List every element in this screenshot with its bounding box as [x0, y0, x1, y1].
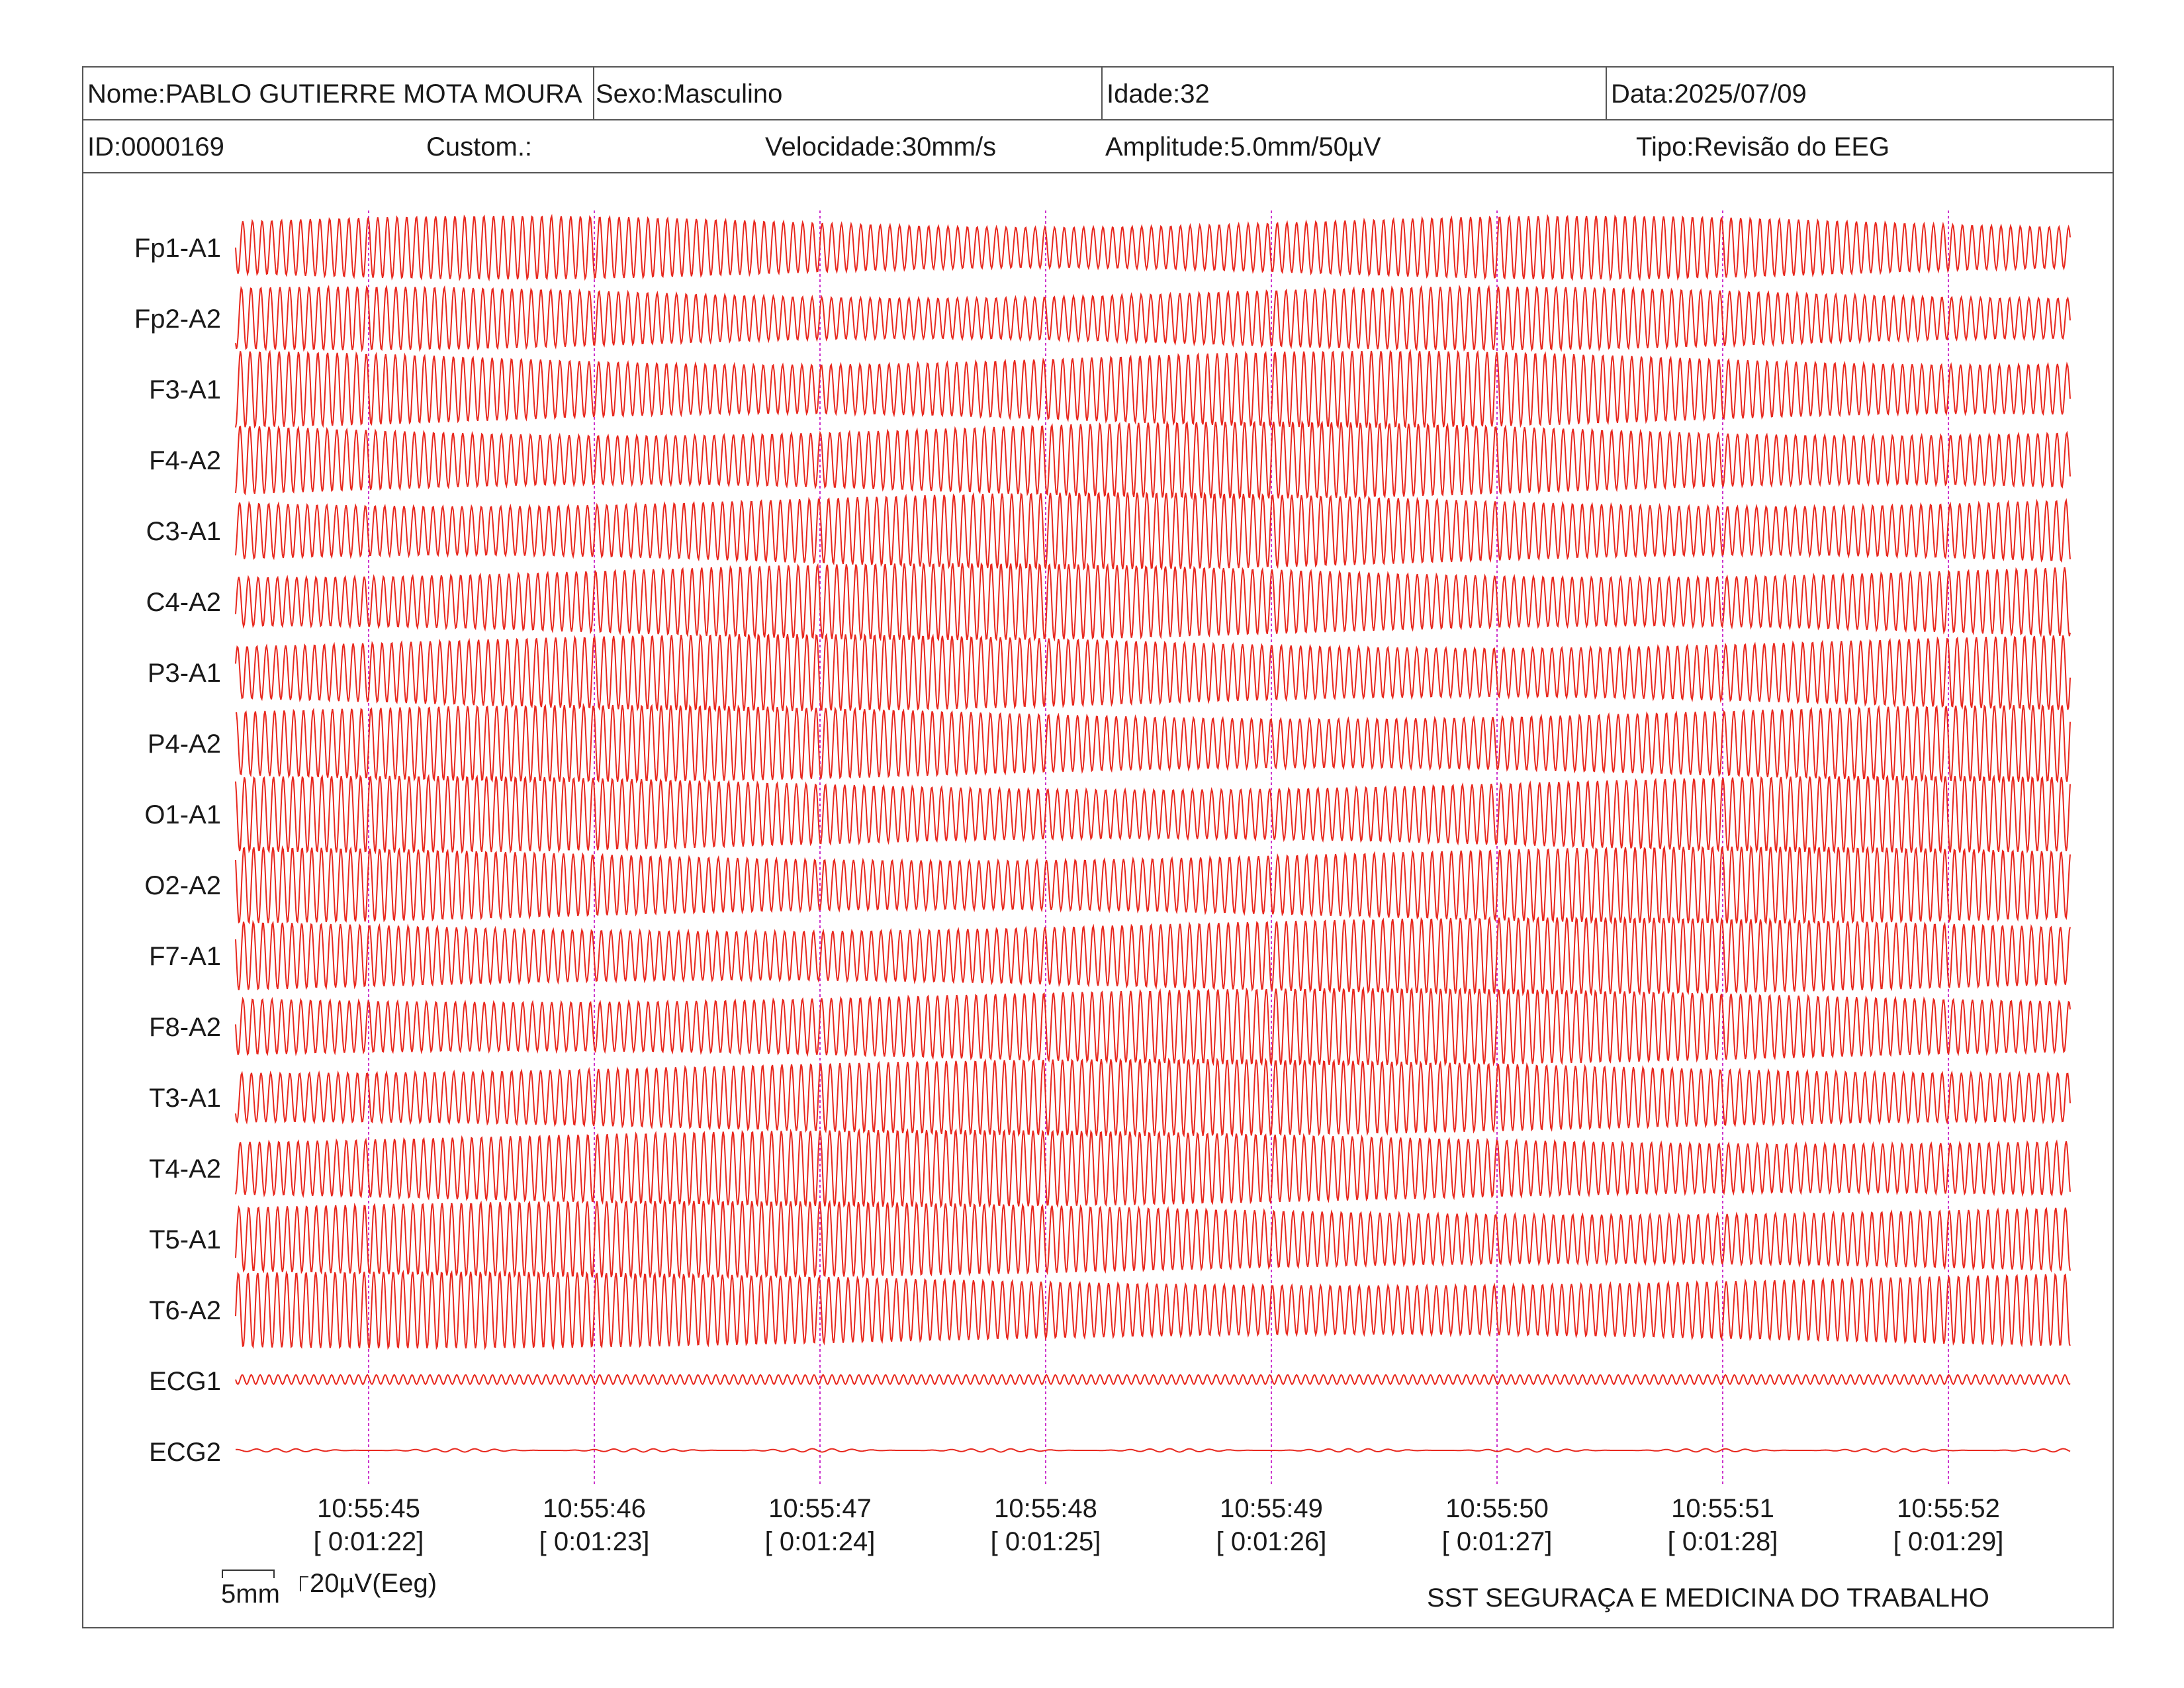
channel-label: ECG2: [149, 1438, 221, 1467]
channel-trace: [235, 986, 2071, 1067]
channel-label: F7-A1: [149, 942, 221, 971]
tick-time-label: 10:55:49: [1220, 1494, 1323, 1523]
channel-trace: [235, 1374, 2071, 1385]
exam-type: Tipo:Revisão do EEG: [1636, 132, 1890, 162]
channel-trace: [235, 284, 2071, 353]
amplitude-setting: Amplitude:5.0mm/50µV: [1105, 132, 1381, 162]
channel-label: T6-A2: [149, 1296, 221, 1325]
channel-label: P4-A2: [148, 729, 221, 759]
channel-label: P3-A1: [148, 659, 221, 688]
channel-trace: [235, 349, 2071, 430]
tick-time-label: 10:55:46: [543, 1494, 646, 1523]
speed-setting: Velocidade:30mm/s: [765, 132, 997, 162]
tick-elapsed-label: [ 0:01:23]: [539, 1527, 650, 1556]
tick-elapsed-label: [ 0:01:27]: [1442, 1527, 1553, 1556]
channel-label: T5-A1: [149, 1225, 221, 1254]
patient-name: Nome:PABLO GUTIERRE MOTA MOURA: [87, 79, 582, 109]
tick-elapsed-label: [ 0:01:22]: [314, 1527, 424, 1556]
channel-trace: [235, 915, 2071, 996]
eeg-report: Nome:PABLO GUTIERRE MOTA MOURA Sexo:Masc…: [82, 66, 2114, 1628]
tick-elapsed-label: [ 0:01:28]: [1668, 1527, 1778, 1556]
eeg-traces: [235, 214, 2071, 1453]
scale-uv-label: 20µV(Eeg): [310, 1569, 437, 1598]
channel-label: C3-A1: [146, 517, 221, 546]
channel-label: O2-A2: [144, 871, 221, 900]
tick-time-label: 10:55:48: [994, 1494, 1097, 1523]
time-tick-labels: 10:55:45 [ 0:01:22] 10:55:46 [ 0:01:23] 10:5…: [314, 1494, 2004, 1556]
channel-trace: [235, 632, 2071, 713]
tick-time-label: 10:55:45: [317, 1494, 420, 1523]
tick-time-label: 10:55:50: [1445, 1494, 1549, 1523]
tick-elapsed-label: [ 0:01:29]: [1893, 1527, 2004, 1556]
channel-trace: [235, 1128, 2071, 1209]
header-divider: [593, 68, 594, 120]
tick-time-label: 10:55:52: [1897, 1494, 2000, 1523]
channel-label: F8-A2: [149, 1013, 221, 1042]
company-name: SST SEGURAÇA E MEDICINA DO TRABALHO: [1427, 1583, 1989, 1613]
patient-age: Idade:32: [1107, 79, 1210, 109]
channel-trace: [235, 1448, 2071, 1453]
tick-elapsed-label: [ 0:01:24]: [765, 1527, 876, 1556]
tick-elapsed-label: [ 0:01:25]: [991, 1527, 1101, 1556]
channel-trace: [235, 1270, 2071, 1350]
header-divider: [1606, 68, 1607, 120]
patient-id: ID:0000169: [87, 132, 224, 162]
patient-sex: Sexo:Masculino: [596, 79, 783, 109]
scale-mm-label: 5mm: [221, 1579, 280, 1609]
scale-bar-icon: [222, 1570, 308, 1591]
channel-trace: [235, 702, 2071, 784]
custom-field: Custom.:: [426, 132, 533, 162]
header-row-1: Nome:PABLO GUTIERRE MOTA MOURA Sexo:Masc…: [83, 68, 2113, 120]
channel-label: C4-A2: [146, 588, 221, 617]
channel-trace: [235, 773, 2071, 855]
channel-label: F3-A1: [149, 375, 221, 404]
tick-time-label: 10:55:47: [768, 1494, 872, 1523]
exam-date: Data:2025/07/09: [1611, 79, 1807, 109]
channel-trace: [235, 491, 2071, 571]
channel-trace: [235, 1057, 2071, 1138]
channel-label: Fp2-A2: [134, 305, 221, 334]
channel-label: T4-A2: [149, 1154, 221, 1184]
channel-labels: Fp1-A1 Fp2-A2 F3-A1 F4-A2 C3-A1 C4-A2 P3-A1 P4-…: [134, 234, 221, 1467]
channel-trace: [235, 214, 2071, 282]
channel-trace: [235, 562, 2071, 642]
tick-elapsed-label: [ 0:01:26]: [1216, 1527, 1327, 1556]
channel-label: O1-A1: [144, 800, 221, 829]
channel-trace: [235, 420, 2071, 501]
channel-label: ECG1: [149, 1367, 221, 1396]
tick-time-label: 10:55:51: [1671, 1494, 1774, 1523]
channel-label: T3-A1: [149, 1084, 221, 1113]
header-divider: [1101, 68, 1103, 120]
channel-trace: [235, 845, 2071, 925]
channel-trace: [235, 1199, 2071, 1280]
channel-label: F4-A2: [149, 446, 221, 475]
channel-label: Fp1-A1: [134, 234, 221, 263]
header-row-2: ID:0000169 Custom.: Velocidade:30mm/s Am…: [83, 120, 2113, 173]
